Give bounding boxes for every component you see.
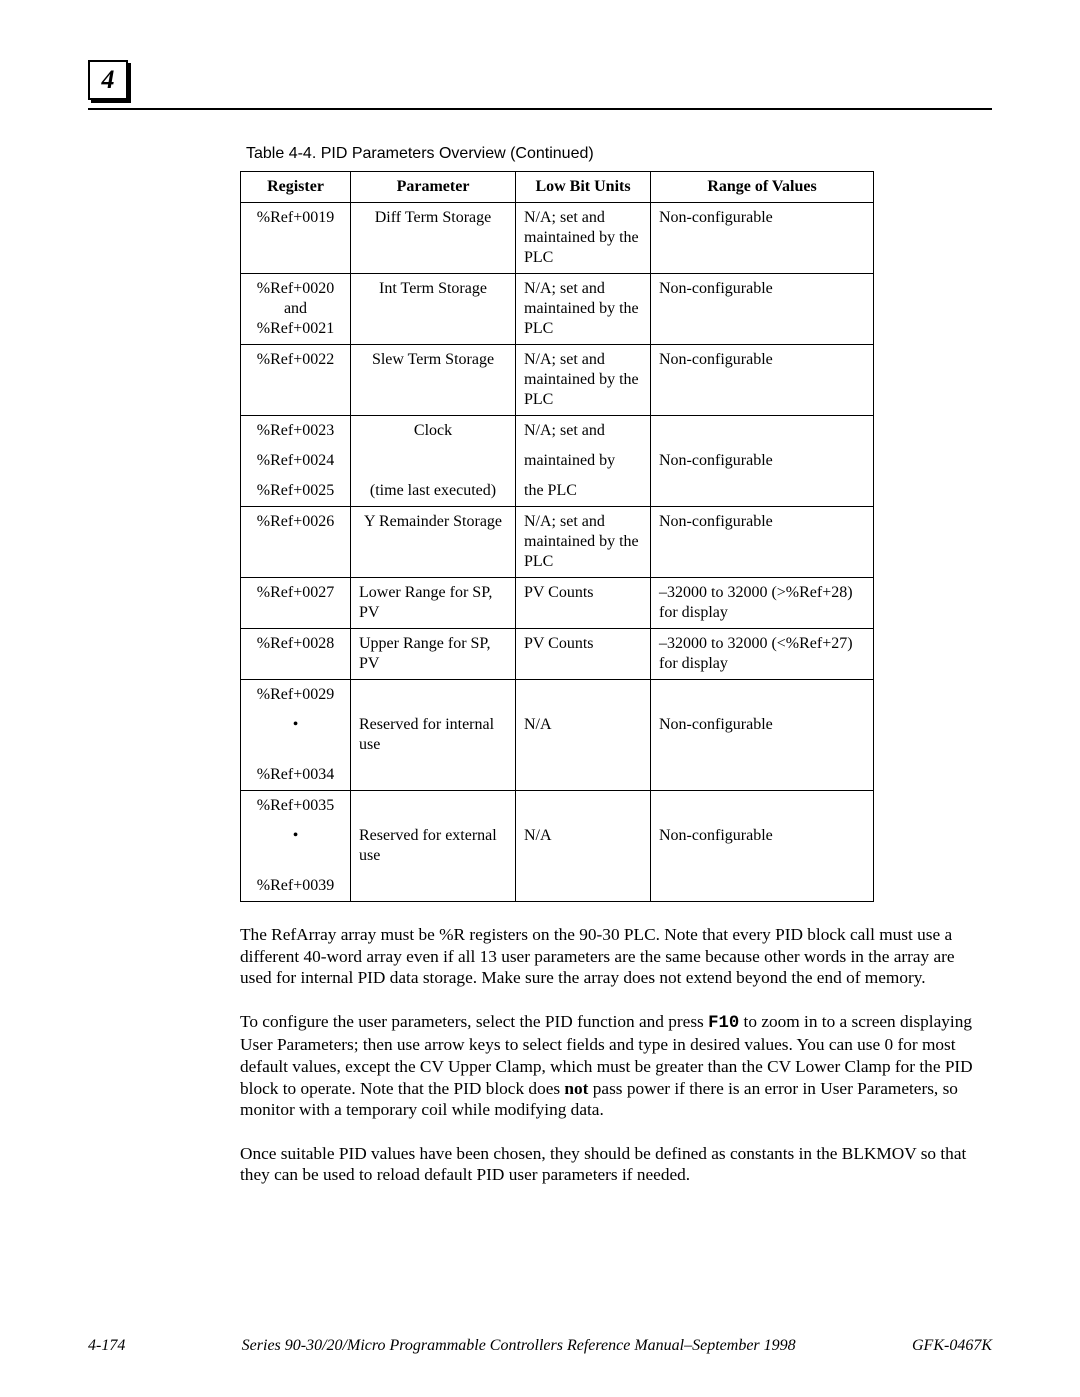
cell-low-bit-units: the PLC xyxy=(516,476,651,507)
cell-register: %Ref+0019 xyxy=(241,203,351,274)
table-row: %Ref+0027 Lower Range for SP, PV PV Coun… xyxy=(241,578,874,629)
cell-low-bit-units xyxy=(516,760,651,791)
cell-parameter: Upper Range for SP, PV xyxy=(351,629,516,680)
cell-parameter xyxy=(351,791,516,822)
cell-range xyxy=(651,680,874,711)
cell-low-bit-units: PV Counts xyxy=(516,578,651,629)
table-row: • Reserved for external use N/A Non-conf… xyxy=(241,821,874,871)
table-row: %Ref+0028 Upper Range for SP, PV PV Coun… xyxy=(241,629,874,680)
cell-register: %Ref+0025 xyxy=(241,476,351,507)
cell-range xyxy=(651,760,874,791)
cell-range: Non-configurable xyxy=(651,203,874,274)
cell-register: %Ref+0024 xyxy=(241,446,351,476)
cell-low-bit-units: N/A; set and maintained by the PLC xyxy=(516,203,651,274)
cell-register: %Ref+0026 xyxy=(241,507,351,578)
cell-register: • xyxy=(241,821,351,871)
cell-range: –32000 to 32000 (<%Ref+27) for display xyxy=(651,629,874,680)
table-row: • Reserved for internal use N/A Non-conf… xyxy=(241,710,874,760)
col-header-low-bit-units: Low Bit Units xyxy=(516,172,651,203)
pid-parameters-table: Register Parameter Low Bit Units Range o… xyxy=(240,171,874,902)
cell-range xyxy=(651,476,874,507)
footer-page-number: 4-174 xyxy=(88,1337,125,1355)
table-row: %Ref+0024 maintained by Non-configurable xyxy=(241,446,874,476)
table-row: %Ref+0020 and %Ref+0021 Int Term Storage… xyxy=(241,274,874,345)
cell-register: %Ref+0028 xyxy=(241,629,351,680)
chapter-badge: 4 xyxy=(88,60,128,100)
cell-low-bit-units: N/A; set and maintained by the PLC xyxy=(516,345,651,416)
header-rule xyxy=(88,108,992,110)
bold-text: not xyxy=(564,1079,588,1098)
table-row: %Ref+0035 xyxy=(241,791,874,822)
cell-register: %Ref+0029 xyxy=(241,680,351,711)
col-header-parameter: Parameter xyxy=(351,172,516,203)
cell-register: %Ref+0022 xyxy=(241,345,351,416)
cell-low-bit-units: maintained by xyxy=(516,446,651,476)
table-row: %Ref+0039 xyxy=(241,871,874,902)
cell-parameter: Lower Range for SP, PV xyxy=(351,578,516,629)
cell-low-bit-units: N/A xyxy=(516,710,651,760)
cell-parameter: Int Term Storage xyxy=(351,274,516,345)
cell-range xyxy=(651,791,874,822)
paragraph: Once suitable PID values have been chose… xyxy=(240,1143,990,1186)
cell-parameter xyxy=(351,446,516,476)
cell-low-bit-units: N/A; set and maintained by the PLC xyxy=(516,507,651,578)
keyboard-key: F10 xyxy=(708,1014,739,1033)
table-row: %Ref+0023 Clock N/A; set and xyxy=(241,416,874,447)
table-row: %Ref+0022 Slew Term Storage N/A; set and… xyxy=(241,345,874,416)
main-content: Table 4-4. PID Parameters Overview (Cont… xyxy=(240,145,995,1186)
table-row: %Ref+0019 Diff Term Storage N/A; set and… xyxy=(241,203,874,274)
cell-register: • xyxy=(241,710,351,760)
cell-range: Non-configurable xyxy=(651,345,874,416)
paragraph: To configure the user parameters, select… xyxy=(240,1011,990,1121)
col-header-range: Range of Values xyxy=(651,172,874,203)
cell-range: Non-configurable xyxy=(651,274,874,345)
cell-low-bit-units xyxy=(516,871,651,902)
table-row: %Ref+0026 Y Remainder Storage N/A; set a… xyxy=(241,507,874,578)
cell-parameter: Clock xyxy=(351,416,516,447)
cell-range: Non-configurable xyxy=(651,507,874,578)
cell-parameter: Diff Term Storage xyxy=(351,203,516,274)
cell-register: %Ref+0039 xyxy=(241,871,351,902)
cell-parameter xyxy=(351,760,516,791)
cell-low-bit-units: N/A; set and xyxy=(516,416,651,447)
cell-low-bit-units: N/A; set and maintained by the PLC xyxy=(516,274,651,345)
table-row: %Ref+0029 xyxy=(241,680,874,711)
cell-register: %Ref+0023 xyxy=(241,416,351,447)
cell-range: –32000 to 32000 (>%Ref+28) for display xyxy=(651,578,874,629)
cell-low-bit-units: PV Counts xyxy=(516,629,651,680)
cell-range xyxy=(651,416,874,447)
cell-parameter xyxy=(351,871,516,902)
cell-register: %Ref+0027 xyxy=(241,578,351,629)
cell-low-bit-units: N/A xyxy=(516,821,651,871)
paragraph: The RefArray array must be %R registers … xyxy=(240,924,990,989)
cell-low-bit-units xyxy=(516,791,651,822)
page-footer: 4-174 Series 90-30/20/Micro Programmable… xyxy=(88,1337,992,1355)
table-row: %Ref+0025 (time last executed) the PLC xyxy=(241,476,874,507)
cell-parameter: Reserved for internal use xyxy=(351,710,516,760)
footer-title: Series 90-30/20/Micro Programmable Contr… xyxy=(242,1337,796,1355)
cell-register: %Ref+0034 xyxy=(241,760,351,791)
cell-range: Non-configurable xyxy=(651,821,874,871)
cell-range: Non-configurable xyxy=(651,446,874,476)
table-row: %Ref+0034 xyxy=(241,760,874,791)
cell-low-bit-units xyxy=(516,680,651,711)
cell-register: %Ref+0035 xyxy=(241,791,351,822)
text-run: To configure the user parameters, select… xyxy=(240,1012,708,1031)
footer-doc-number: GFK-0467K xyxy=(912,1337,992,1355)
cell-parameter: Slew Term Storage xyxy=(351,345,516,416)
table-caption: Table 4-4. PID Parameters Overview (Cont… xyxy=(246,145,995,163)
cell-parameter: (time last executed) xyxy=(351,476,516,507)
cell-parameter: Y Remainder Storage xyxy=(351,507,516,578)
cell-parameter xyxy=(351,680,516,711)
cell-parameter: Reserved for external use xyxy=(351,821,516,871)
cell-range: Non-configurable xyxy=(651,710,874,760)
col-header-register: Register xyxy=(241,172,351,203)
cell-register: %Ref+0020 and %Ref+0021 xyxy=(241,274,351,345)
cell-range xyxy=(651,871,874,902)
